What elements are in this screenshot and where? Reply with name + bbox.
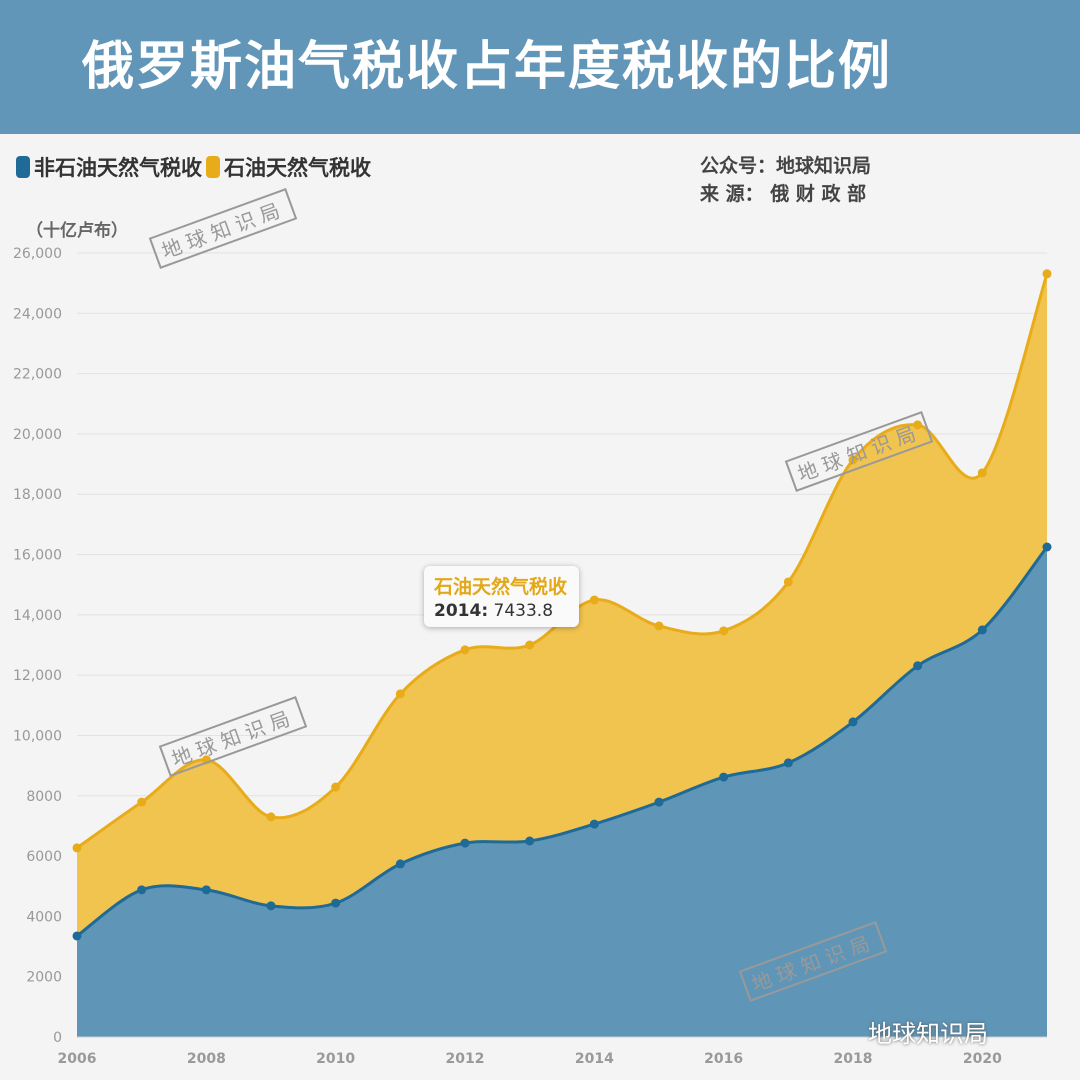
- tooltip-year: 2014:: [434, 601, 489, 621]
- oil-point: [395, 689, 405, 699]
- oil-point: [137, 797, 147, 807]
- oil-point: [913, 420, 923, 430]
- legend: 非石油天然气税收 石油天然气税收: [16, 152, 371, 182]
- tooltip-value: 7433.8: [493, 601, 554, 621]
- non-oil-point: [266, 901, 276, 911]
- non-oil-point: [719, 772, 729, 782]
- non-oil-point: [201, 885, 211, 895]
- non-oil-point: [977, 625, 987, 635]
- tooltip-series: 石油天然气税收: [434, 576, 568, 598]
- y-tick-label: 12,000: [13, 668, 62, 684]
- oil-point: [331, 782, 341, 792]
- x-tick-label: 2006: [58, 1051, 97, 1067]
- oil-point: [1042, 269, 1052, 279]
- y-tick-label: 16,000: [13, 548, 62, 564]
- non-oil-point: [460, 838, 470, 848]
- y-tick-label: 22,000: [13, 367, 62, 383]
- legend-swatch-non-oil: [16, 156, 30, 178]
- x-tick-label: 2016: [704, 1051, 743, 1067]
- chart-title: 俄罗斯油气税收占年度税收的比例: [82, 37, 893, 97]
- y-tick-label: 4000: [26, 909, 62, 925]
- x-tick-label: 2008: [187, 1051, 226, 1067]
- y-axis-unit: （十亿卢布）: [26, 221, 128, 241]
- oil-point: [719, 626, 729, 636]
- oil-point: [72, 843, 82, 853]
- y-tick-label: 14,000: [13, 608, 62, 624]
- y-tick-label: 2000: [26, 970, 62, 986]
- header-banner: 俄罗斯油气税收占年度税收的比例: [0, 0, 1080, 134]
- non-oil-point: [137, 885, 147, 895]
- y-tick-label: 0: [53, 1030, 62, 1046]
- oil-point: [460, 645, 470, 655]
- non-oil-point: [331, 898, 341, 908]
- y-tick-label: 24,000: [13, 306, 62, 322]
- credit: 公众号：地球知识局 来 源： 俄 财 政 部: [700, 152, 871, 208]
- non-oil-point: [589, 819, 599, 829]
- y-tick-label: 20,000: [13, 427, 62, 443]
- oil-point: [266, 812, 276, 822]
- oil-point: [848, 455, 858, 465]
- credit-source: 来 源： 俄 财 政 部: [700, 183, 867, 205]
- y-tick-label: 6000: [26, 849, 62, 865]
- y-tick-label: 18,000: [13, 487, 62, 503]
- brand-label: 地球知识局: [868, 1020, 988, 1048]
- x-tick-label: 2014: [575, 1051, 614, 1067]
- y-tick-label: 26,000: [13, 246, 62, 262]
- x-tick-label: 2010: [316, 1051, 355, 1067]
- non-oil-line: [76, 546, 1049, 938]
- legend-label-oil[interactable]: 石油天然气税收: [224, 156, 371, 180]
- credit-account: 公众号：地球知识局: [700, 155, 872, 177]
- oil-point: [589, 595, 599, 605]
- non-oil-point: [525, 836, 535, 846]
- oil-point: [201, 755, 211, 765]
- tooltip: 石油天然气税收 2014: 7433.8: [424, 566, 580, 627]
- x-tick-label: 2012: [446, 1051, 485, 1067]
- non-oil-point: [72, 931, 82, 941]
- oil-area: [77, 273, 1047, 936]
- oil-point: [525, 640, 535, 650]
- non-oil-point: [1042, 542, 1052, 552]
- non-oil-point: [783, 758, 793, 768]
- y-tick-label: 8000: [26, 789, 62, 805]
- non-oil-point: [913, 661, 923, 671]
- x-tick-label: 2018: [834, 1051, 873, 1067]
- x-tick-label: 2020: [963, 1051, 1002, 1067]
- legend-label-non-oil[interactable]: 非石油天然气税收: [34, 156, 202, 180]
- oil-point: [977, 468, 987, 478]
- non-oil-area: [77, 547, 1047, 1037]
- oil-point: [783, 577, 793, 587]
- non-oil-point: [848, 717, 858, 727]
- oil-point: [654, 621, 664, 631]
- non-oil-point: [395, 859, 405, 869]
- y-tick-label: 10,000: [13, 728, 62, 744]
- non-oil-point: [654, 797, 664, 807]
- legend-swatch-oil: [206, 156, 220, 178]
